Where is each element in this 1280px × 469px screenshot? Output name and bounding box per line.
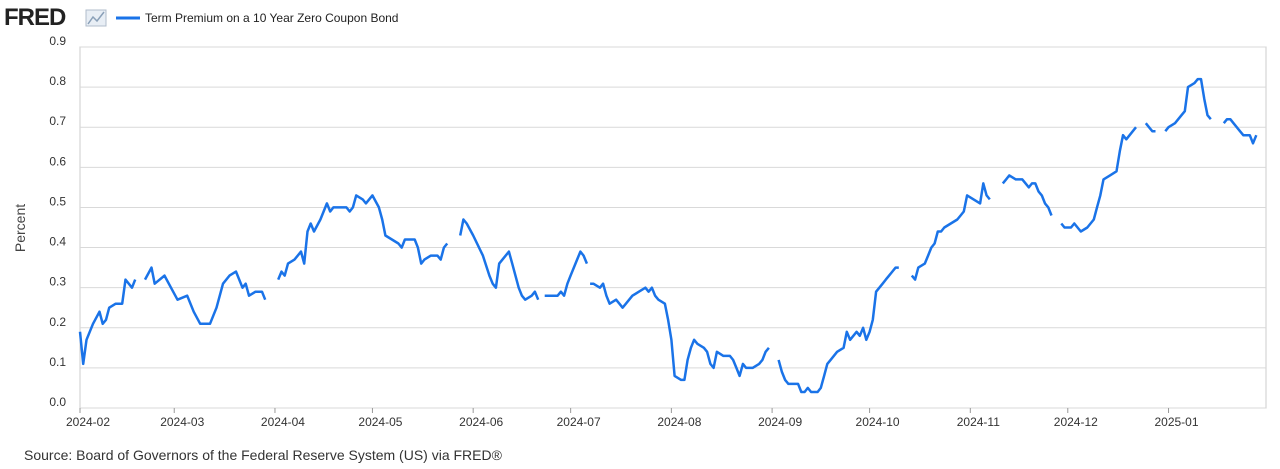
y-tick-label: 0.2 — [49, 315, 66, 329]
x-tick-label: 2024-07 — [557, 415, 601, 429]
y-tick-label: 0.3 — [49, 275, 66, 289]
y-axis-label: Percent — [12, 204, 28, 252]
y-tick-label: 0.1 — [49, 355, 66, 369]
x-tick-label: 2024-08 — [657, 415, 701, 429]
y-tick-label: 0.7 — [49, 114, 66, 128]
legend-label: Term Premium on a 10 Year Zero Coupon Bo… — [145, 11, 398, 25]
y-tick-label: 0.8 — [49, 74, 66, 88]
x-tick-label: 2025-01 — [1154, 415, 1198, 429]
logo: FRED — [4, 4, 66, 31]
y-tick-label: 0.0 — [49, 395, 66, 409]
y-tick-label: 0.5 — [49, 194, 66, 208]
x-tick-label: 2024-09 — [758, 415, 802, 429]
x-tick-label: 2024-04 — [261, 415, 305, 429]
logo-icon — [85, 9, 107, 27]
x-tick-label: 2024-12 — [1054, 415, 1098, 429]
x-tick-label: 2024-10 — [856, 415, 900, 429]
source: Source: Board of Governors of the Federa… — [24, 447, 503, 463]
x-tick-label: 2024-05 — [358, 415, 402, 429]
x-tick-label: 2024-11 — [957, 415, 1000, 429]
y-tick-label: 0.6 — [49, 154, 66, 168]
x-tick-label: 2024-06 — [459, 415, 503, 429]
y-tick-label: 0.9 — [49, 34, 66, 48]
data-line — [78, 77, 1258, 394]
x-tick-label: 2024-02 — [66, 415, 110, 429]
y-tick-label: 0.4 — [49, 235, 66, 249]
x-tick-label: 2024-03 — [160, 415, 204, 429]
